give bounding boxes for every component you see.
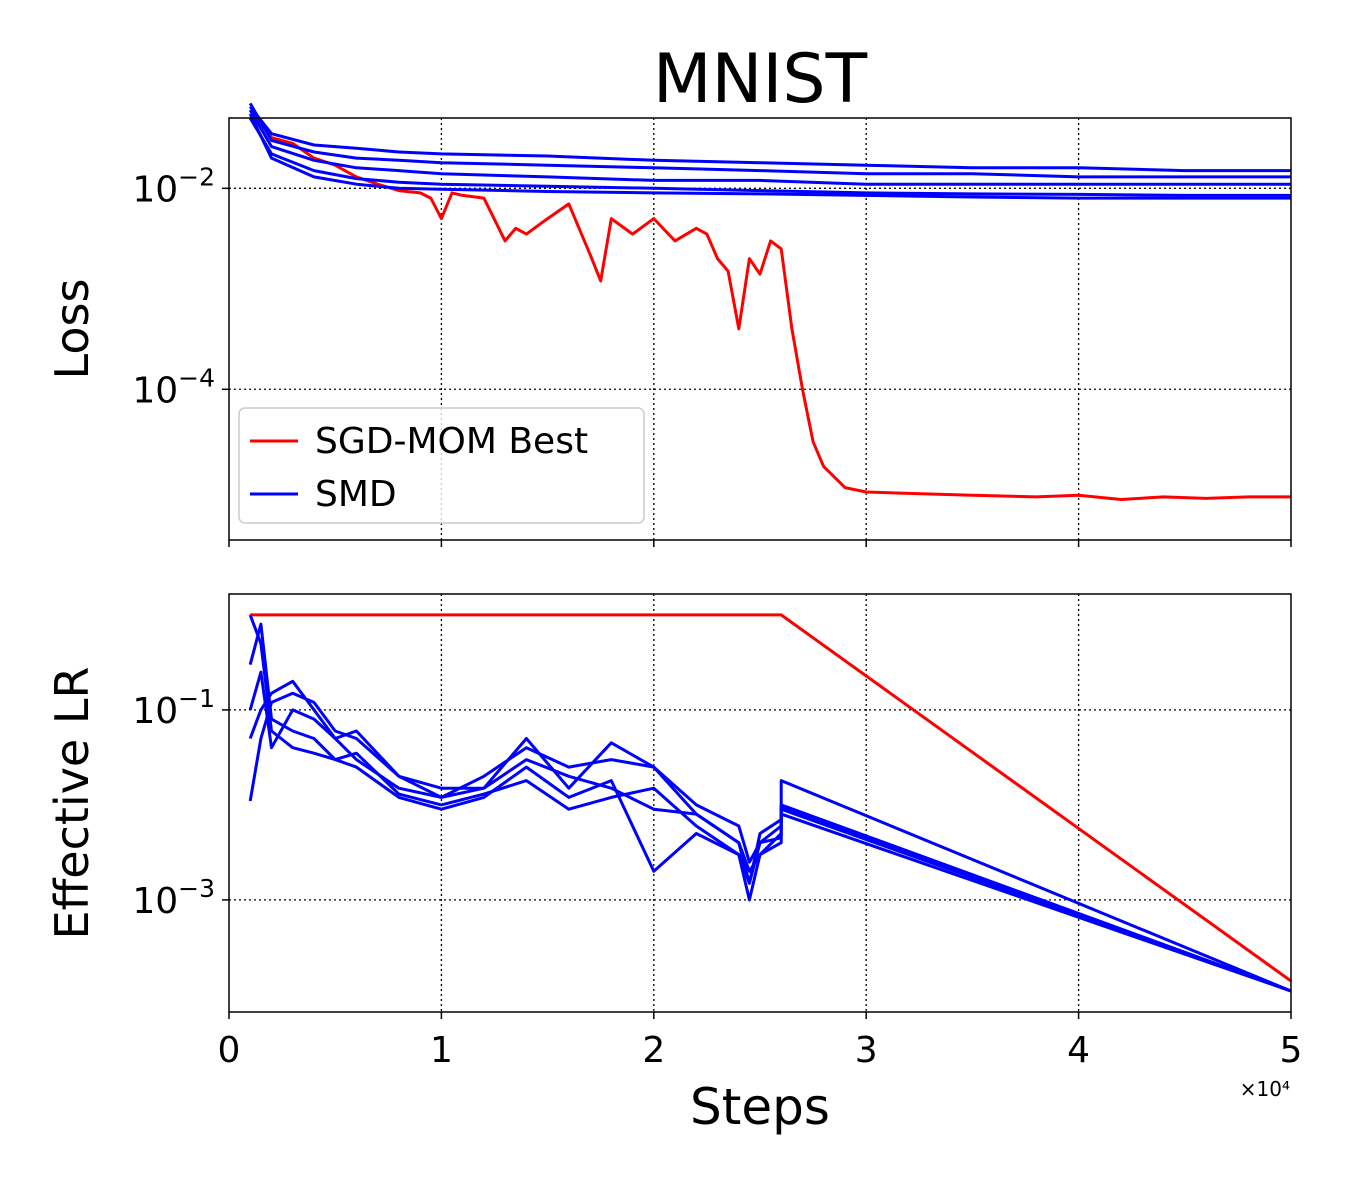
lr-grid	[229, 594, 1291, 1012]
smd-series-line	[248, 113, 1291, 200]
loss-ticks: 10−2 10−4	[132, 162, 1292, 547]
smd-series-line	[248, 622, 1292, 993]
y-tick-label: 10−2	[132, 162, 215, 210]
loss-panel: 10−2 10−4 Loss SGD-MOM Best SMD	[45, 102, 1292, 547]
smd-series-line	[248, 614, 1292, 993]
x-multiplier: ×10⁴	[1240, 1077, 1290, 1101]
smd-series-line	[248, 109, 1291, 186]
legend-label-smd: SMD	[315, 474, 397, 515]
sgd-mom-series-line	[249, 109, 1291, 501]
y-tick-label: 10−4	[132, 363, 215, 411]
x-tick-label: 1	[430, 1030, 453, 1071]
smd-series-line	[248, 679, 1292, 993]
lr-series-group	[248, 613, 1292, 993]
smd-series-line	[248, 117, 1291, 197]
x-axis-label: Steps	[690, 1078, 830, 1136]
lr-axes-frame	[228, 593, 1292, 1013]
loss-series-group	[248, 102, 1291, 501]
smd-series-line	[249, 105, 1291, 173]
smd-series-line	[248, 670, 1292, 993]
sgd-mom-series-line	[250, 613, 1292, 983]
smd-series-line	[248, 102, 1291, 179]
figure-title: MNIST	[653, 40, 868, 119]
loss-axes-frame	[228, 117, 1292, 541]
y-tick-label: 10−1	[132, 684, 215, 732]
x-tick-label: 5	[1280, 1030, 1303, 1071]
lr-panel: 0 1 2 3 4 5 10−1 10−3 Effective LR	[45, 593, 1302, 1071]
x-tick-label: 3	[855, 1030, 878, 1071]
x-tick-label: 2	[642, 1030, 665, 1071]
legend-label-sgd: SGD-MOM Best	[315, 421, 588, 462]
x-tick-label: 4	[1067, 1030, 1090, 1071]
y-tick-label: 10−3	[132, 874, 215, 922]
lr-ticks: 0 1 2 3 4 5 10−1 10−3	[132, 684, 1302, 1071]
lr-ylabel: Effective LR	[45, 667, 99, 940]
x-tick-label: 0	[218, 1030, 241, 1071]
loss-ylabel: Loss	[45, 279, 99, 380]
legend-box	[238, 407, 645, 524]
legend: SGD-MOM Best SMD	[238, 407, 645, 524]
